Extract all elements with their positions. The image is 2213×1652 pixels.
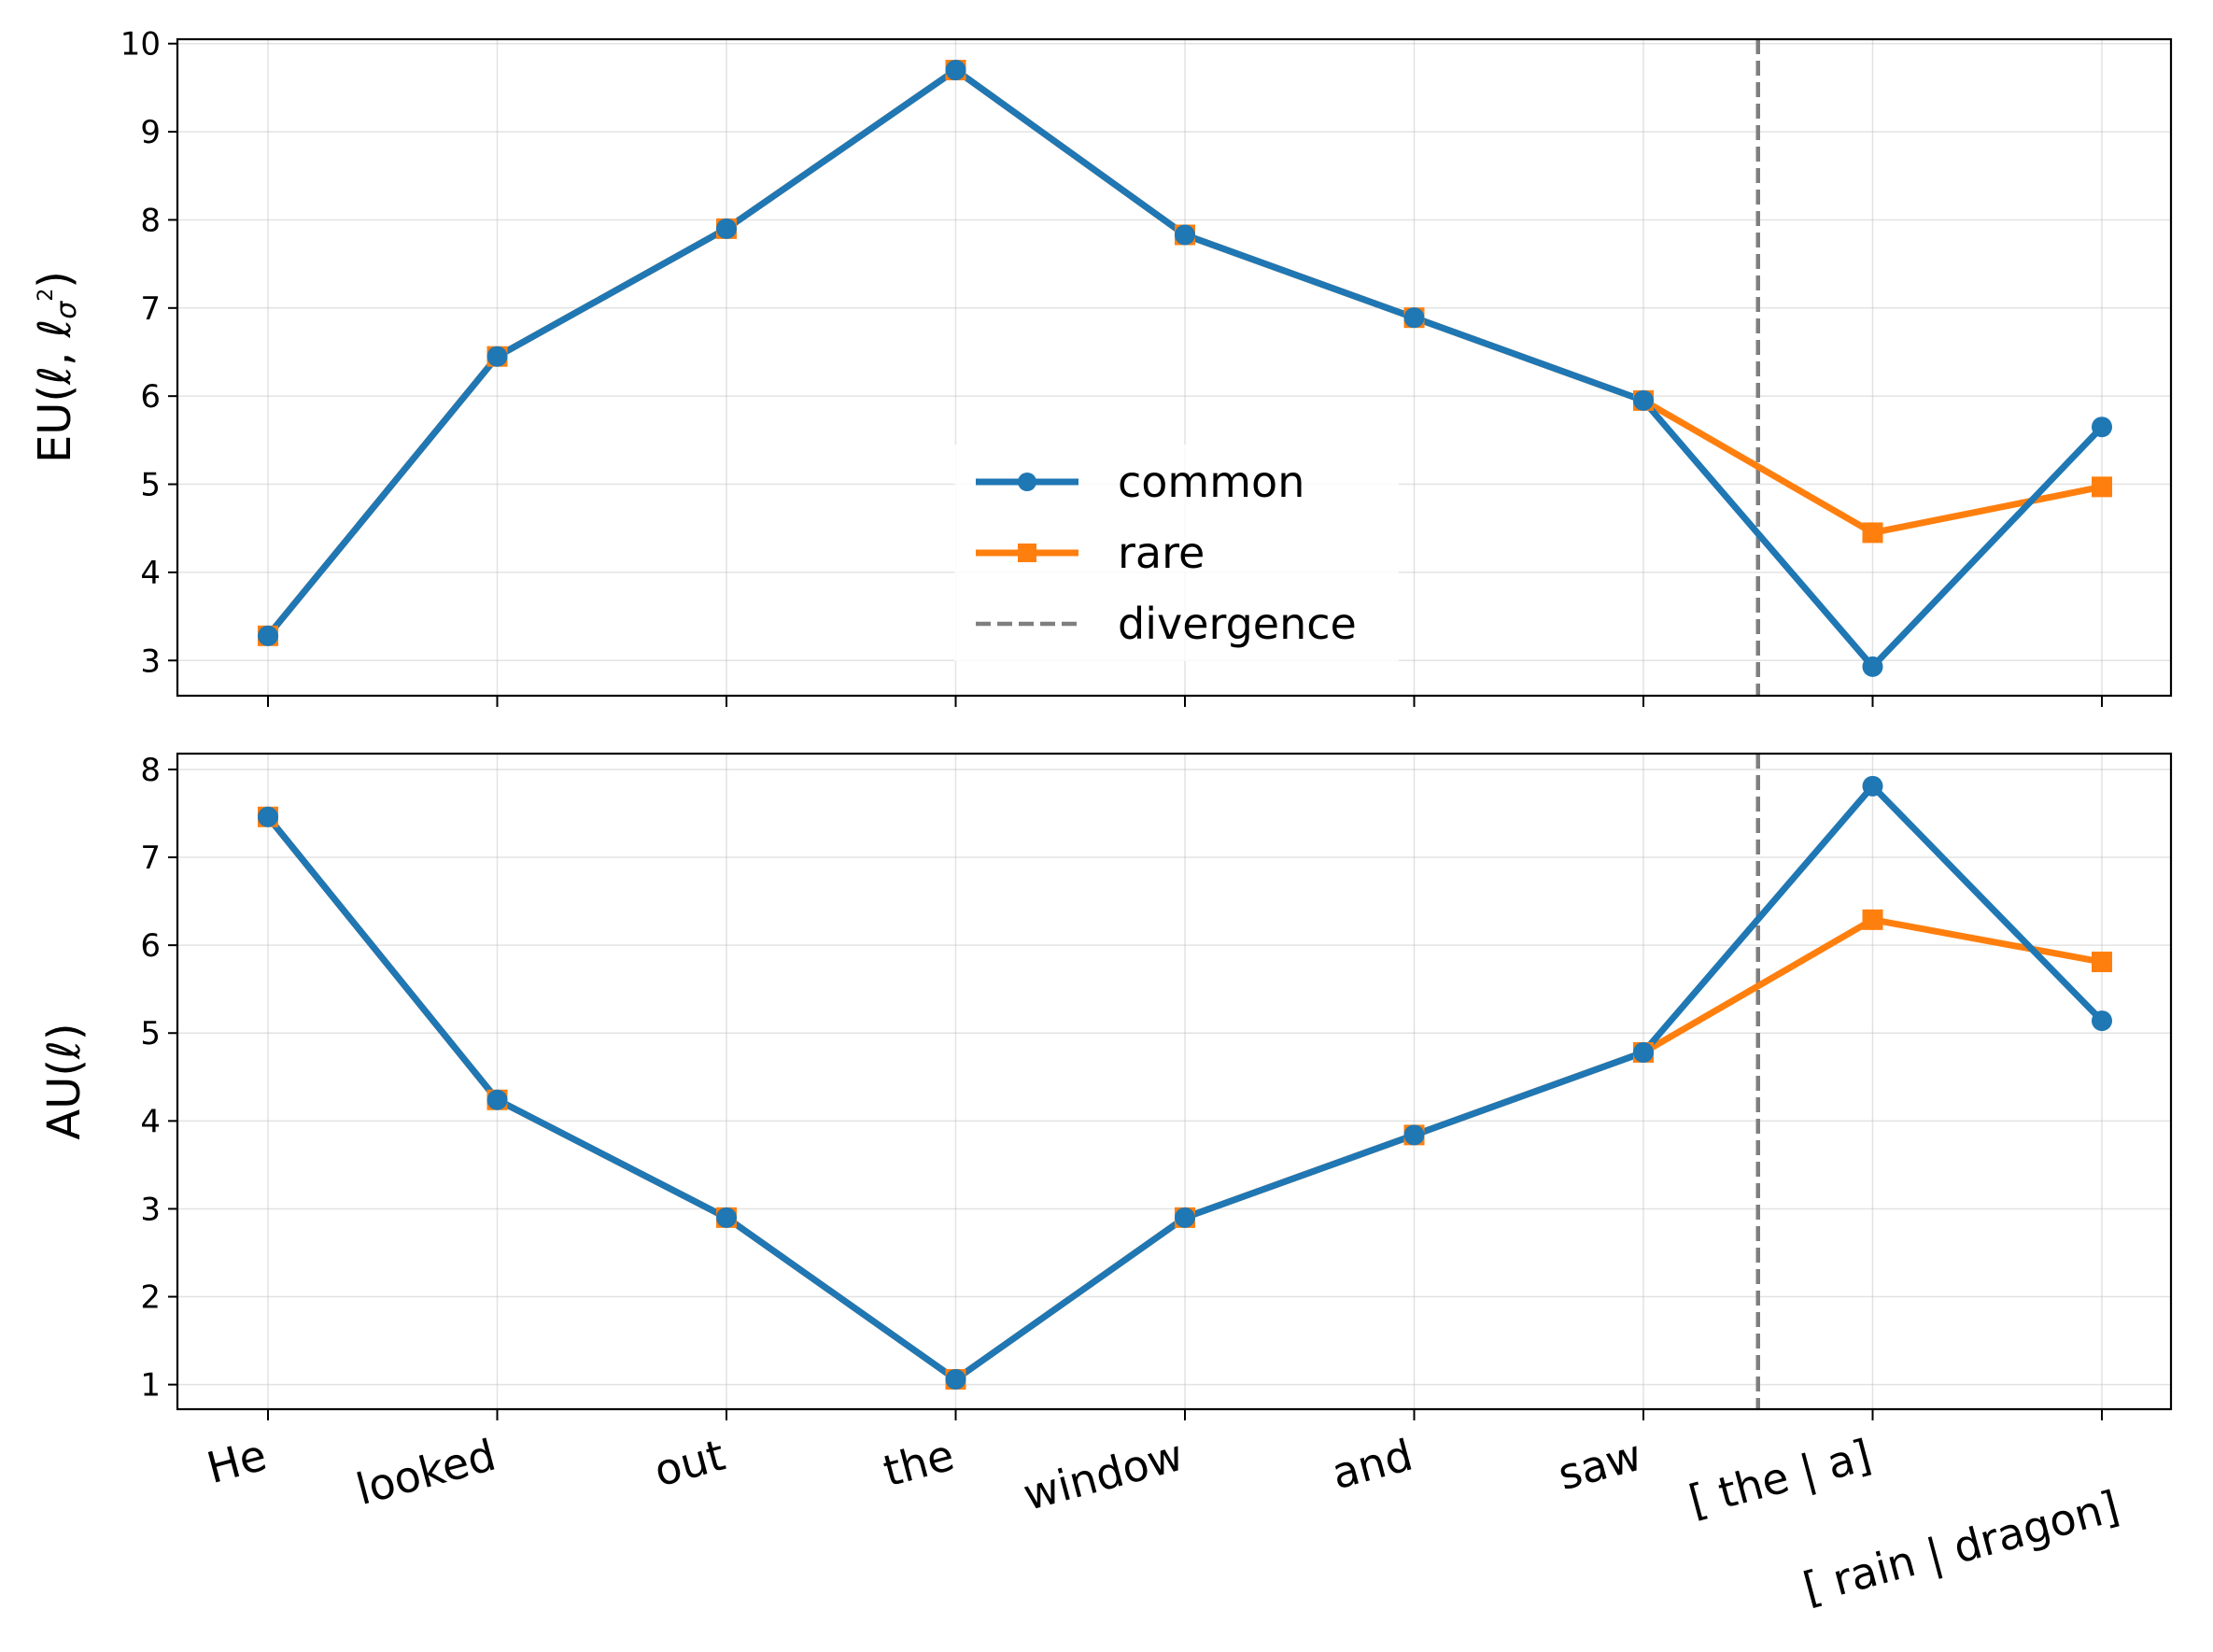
- legend-rare-label: rare: [1118, 528, 1205, 578]
- top-ylabel-ell2: ℓ: [29, 319, 81, 339]
- top-ylabel-sigma: σ: [50, 301, 83, 319]
- bot-ytick-label-5: 5: [140, 1015, 161, 1052]
- bot-ytick-label-7: 7: [140, 840, 161, 877]
- bot-point-rare-8: [2092, 952, 2112, 973]
- top-point-common-7: [1862, 656, 1883, 677]
- top-point-rare-7: [1862, 522, 1883, 544]
- top-point-common-1: [486, 346, 508, 367]
- top-ytick-label-5: 5: [140, 467, 161, 504]
- top-grid: [177, 39, 2171, 696]
- top-axes-frame: [176, 37, 2173, 698]
- bot-point-common-7: [1862, 775, 1883, 797]
- bottom-series: [258, 775, 2112, 1391]
- bot-ytick-label-2: 2: [140, 1279, 161, 1317]
- legend-common-marker: [1018, 473, 1036, 491]
- top-ytick-label-9: 9: [140, 114, 161, 151]
- top-point-common-0: [258, 625, 278, 646]
- bot-point-common-1: [486, 1089, 508, 1110]
- bot-ytick-label-6: 6: [140, 927, 161, 965]
- top-ylabel-close: ): [29, 271, 81, 289]
- legend-item-divergence: divergence: [976, 599, 1357, 649]
- top-ytick-label-7: 7: [140, 290, 161, 328]
- top-series: [258, 60, 2112, 677]
- svg-text:EU(ℓ, ℓσ2): EU(ℓ, ℓσ2): [29, 271, 83, 463]
- bot-point-common-2: [716, 1207, 737, 1228]
- bot-point-common-6: [1633, 1041, 1654, 1063]
- top-ytick-label-10: 10: [120, 26, 161, 64]
- top-ytick-label-4: 4: [140, 555, 161, 592]
- bot-point-common-3: [945, 1369, 966, 1391]
- bot-point-common-0: [258, 806, 278, 827]
- bottom-ylabel-close: ): [38, 1023, 91, 1040]
- bottom-ylabel-ell: ℓ: [38, 1040, 91, 1060]
- bot-ytick-label-4: 4: [140, 1103, 161, 1140]
- bot-point-common-5: [1403, 1124, 1425, 1146]
- legend-item-rare: rare: [976, 528, 1205, 578]
- top-ytick-label-8: 8: [140, 202, 161, 239]
- bottom-grid: [177, 754, 2171, 1409]
- bot-point-rare-7: [1862, 909, 1883, 930]
- top-y-axis: 3 4 5 6 7 8 9 10: [120, 26, 177, 680]
- top-point-common-8: [2092, 417, 2112, 438]
- bottom-y-axis: 1 2 3 4 5 6 7 8: [140, 752, 177, 1405]
- legend-item-common: common: [976, 457, 1304, 507]
- top-ylabel-sep: ,: [29, 338, 81, 367]
- top-y-axis-label: EU(ℓ, ℓσ2): [29, 271, 83, 463]
- top-point-common-2: [716, 218, 737, 239]
- top-ytick-label-3: 3: [140, 642, 161, 680]
- top-ylabel-sq: 2: [35, 289, 58, 302]
- bottom-axes-frame: [176, 752, 2173, 1411]
- top-point-common-6: [1633, 389, 1654, 411]
- top-point-common-4: [1175, 224, 1195, 246]
- bot-ytick-label-3: 3: [140, 1191, 161, 1228]
- top-ytick-label-6: 6: [140, 378, 161, 416]
- bottom-y-axis-label: AU(ℓ): [38, 1023, 91, 1139]
- top-point-common-5: [1403, 307, 1425, 329]
- bot-point-common-4: [1175, 1207, 1195, 1228]
- legend: common rare divergence: [954, 445, 1399, 661]
- top-x-axis: [267, 696, 2103, 707]
- svg-text:AU(ℓ): AU(ℓ): [38, 1023, 91, 1139]
- top-ylabel-ell: ℓ: [29, 366, 81, 386]
- legend-common-label: common: [1118, 457, 1304, 507]
- bot-ytick-label-1: 1: [140, 1367, 161, 1405]
- top-ylabel-prefix: EU(: [29, 385, 81, 463]
- legend-divergence-label: divergence: [1118, 599, 1357, 649]
- bot-ytick-label-8: 8: [140, 752, 161, 789]
- legend-rare-marker: [1018, 544, 1036, 562]
- bottom-ylabel-prefix: AU(: [38, 1059, 91, 1140]
- top-point-rare-8: [2092, 476, 2112, 498]
- top-point-common-3: [945, 60, 966, 81]
- bot-point-common-8: [2092, 1010, 2112, 1032]
